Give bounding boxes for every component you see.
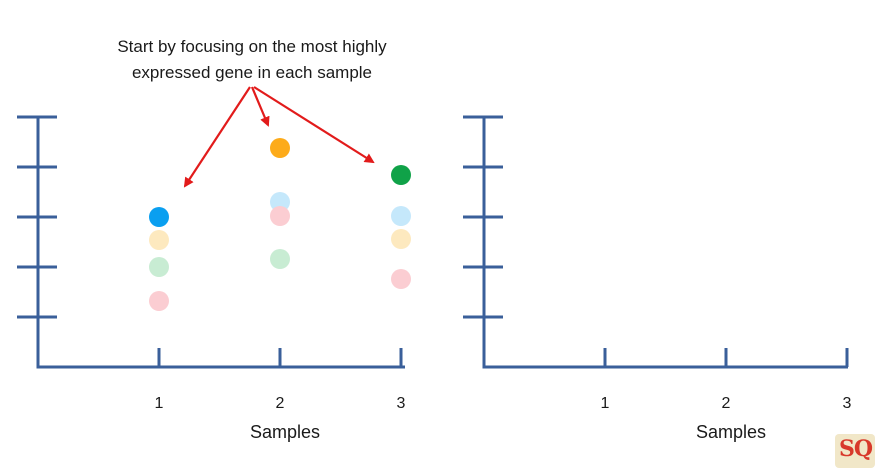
faded-data-point <box>391 229 411 249</box>
logo-text: SQ <box>839 436 873 462</box>
arrow-to-sample-3-icon <box>253 86 375 164</box>
highlighted-data-point <box>391 165 411 185</box>
x-tick-label: 1 <box>601 395 610 412</box>
x-axis-label: Samples <box>696 422 766 442</box>
faded-data-point <box>270 192 290 212</box>
statquest-logo-icon: SQ <box>835 434 875 468</box>
faded-data-point <box>149 291 169 311</box>
x-tick-label: 3 <box>397 395 406 412</box>
x-tick-label: 2 <box>276 395 285 412</box>
faded-data-point <box>149 230 169 250</box>
right-chart: 1 2 3 Samples <box>463 115 852 442</box>
arrow-to-sample-2-icon <box>250 86 270 127</box>
x-tick-label: 1 <box>155 395 164 412</box>
faded-data-point <box>149 257 169 277</box>
x-axis-label: Samples <box>250 422 320 442</box>
x-tick-label: 3 <box>843 395 852 412</box>
annotation: Start by focusing on the most highly exp… <box>117 37 387 188</box>
x-tick-label: 2 <box>722 395 731 412</box>
faded-data-point <box>270 206 290 226</box>
arrow-to-sample-1-icon <box>183 86 251 188</box>
annotation-line-2: expressed gene in each sample <box>132 63 372 82</box>
faded-data-point <box>391 269 411 289</box>
faded-data-point <box>270 249 290 269</box>
faded-data-point <box>391 206 411 226</box>
left-chart: 1 2 3 Samples <box>17 115 411 442</box>
highlighted-data-point <box>149 207 169 227</box>
highlighted-data-point <box>270 138 290 158</box>
annotation-line-1: Start by focusing on the most highly <box>117 37 387 56</box>
